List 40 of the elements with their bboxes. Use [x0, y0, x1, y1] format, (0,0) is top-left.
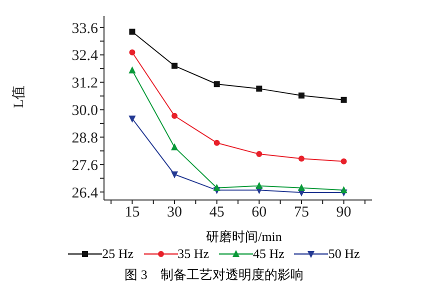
y-tick-label: 31.2 [72, 76, 98, 92]
x-tick-label: 15 [124, 204, 140, 221]
point [256, 151, 262, 158]
point [171, 171, 178, 178]
y-tick-label: 28.8 [72, 130, 98, 146]
x-tick-label: 75 [294, 204, 309, 221]
point [340, 186, 348, 194]
y-tick-label: 32.4 [72, 48, 98, 64]
x-tick-label: 30 [167, 204, 182, 221]
legend-label: 50 Hz [328, 246, 360, 262]
legend-label: 45 Hz [253, 246, 284, 262]
x-axis-title: 研磨时间/min [205, 228, 283, 246]
point [172, 112, 178, 119]
point [213, 184, 220, 191]
point [298, 156, 304, 162]
point [256, 182, 263, 189]
caption: 图 3 制备工艺对透明度的影响 [124, 266, 304, 284]
point [340, 158, 347, 164]
point [340, 96, 347, 103]
y-tick-label: 30.0 [72, 103, 98, 120]
y-tick-label: 27.6 [72, 158, 98, 174]
point [172, 62, 178, 69]
legend-label: 25 Hz [102, 246, 134, 262]
y-tick-label: 33.6 [72, 20, 98, 37]
point [298, 92, 304, 99]
point [256, 86, 262, 92]
x-tick-label: 60 [252, 204, 267, 221]
point [128, 66, 136, 74]
y-axis-title: L值 [10, 85, 27, 108]
y-tick-label: 26.4 [72, 185, 98, 202]
x-tick-label: 90 [336, 204, 352, 221]
point [129, 49, 136, 56]
x-tick-label: 45 [209, 204, 224, 221]
point [128, 116, 136, 123]
point [214, 140, 220, 146]
point [171, 143, 178, 150]
point [129, 28, 136, 35]
legend-label: 35 Hz [178, 246, 209, 262]
point [214, 81, 220, 88]
point [298, 184, 305, 191]
